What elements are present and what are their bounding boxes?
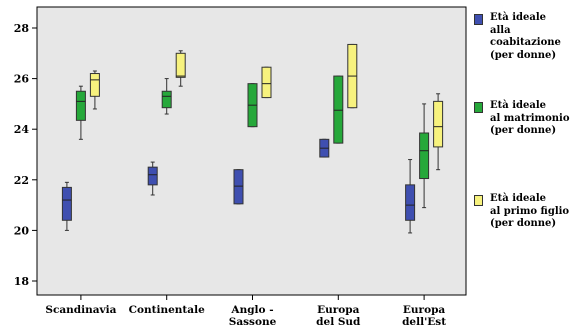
box-2-category-2 (161, 78, 172, 115)
x-category-label: Europa dell'Est (402, 304, 446, 327)
box-1-category-1 (61, 181, 72, 231)
box-body (333, 75, 344, 144)
x-category-label: Europa del Sud (316, 304, 361, 327)
legend-swatch-matrimonio (474, 102, 483, 113)
box-body (261, 66, 272, 99)
y-tick-label: 20 (14, 224, 30, 237)
box-body (61, 186, 72, 221)
y-tick-label: 28 (14, 22, 30, 35)
box-body (75, 90, 86, 121)
legend-swatch-coabitazione (474, 14, 483, 25)
box-body (419, 132, 430, 180)
y-tick-label: 18 (14, 275, 30, 288)
box-3-category-5 (433, 93, 444, 171)
y-axis: 18 20 22 24 26 28 (14, 22, 37, 288)
legend: Età ideale alla coabitazione (per donne)… (472, 0, 575, 327)
box-body (147, 166, 158, 186)
box-1-category-4 (319, 138, 330, 158)
box-body (405, 184, 416, 221)
plot-area (36, 6, 467, 296)
legend-swatch-primo-figlio (474, 195, 483, 206)
box-body (233, 169, 244, 205)
legend-label-coabitazione: Età ideale alla coabitazione (per donne) (490, 12, 561, 61)
box-2-category-1 (75, 85, 86, 140)
box-3-category-1 (89, 70, 100, 110)
legend-label-primo-figlio: Età ideale al primo figlio (per donne) (490, 193, 570, 229)
x-category-label: Scandinavia (45, 304, 116, 316)
y-tick-label: 26 (14, 73, 30, 86)
box-1-category-2 (147, 161, 158, 196)
boxes-layer (61, 43, 444, 234)
box-1-category-5 (405, 159, 416, 234)
box-body (433, 100, 444, 148)
x-category-label: Continentale (129, 304, 205, 316)
legend-label-matrimonio: Età ideale al matrimonio (per donne) (490, 100, 570, 136)
box-2-category-3 (247, 83, 258, 128)
box-body (175, 52, 186, 78)
x-axis-labels: Scandinavia Continentale Anglo -Sassone Eur… (45, 295, 446, 327)
y-tick-label: 24 (14, 123, 30, 136)
box-2-category-4 (333, 75, 344, 144)
box-1-category-3 (233, 169, 244, 205)
box-3-category-2 (175, 50, 186, 87)
box-3-category-4 (347, 43, 358, 109)
box-3-category-3 (261, 66, 272, 99)
x-category-label: Anglo -Sassone (229, 304, 277, 327)
box-2-category-5 (419, 103, 430, 209)
y-tick-label: 22 (14, 174, 29, 187)
box-body (161, 90, 172, 109)
box-body (89, 73, 100, 97)
